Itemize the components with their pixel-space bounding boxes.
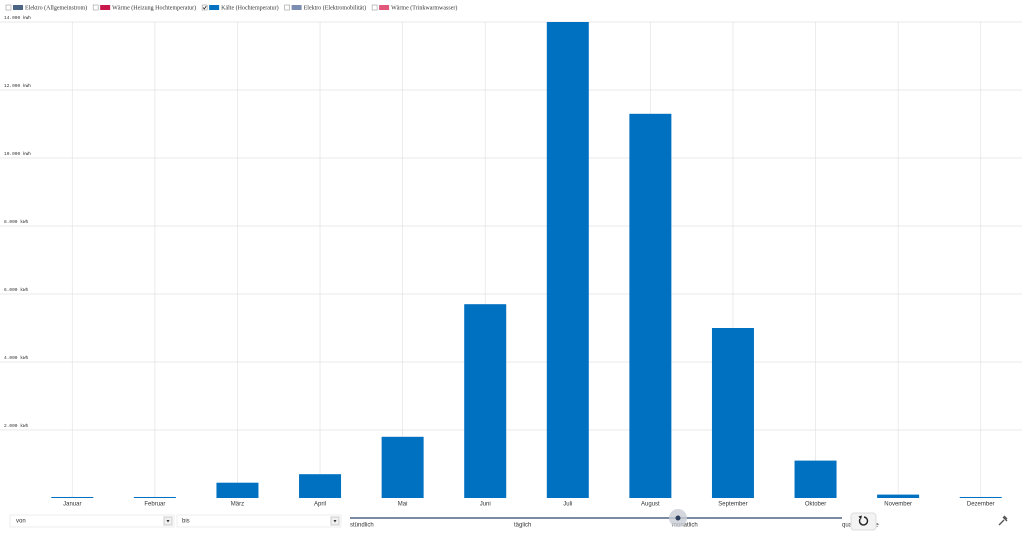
x-tick-label: Juni [480, 502, 491, 508]
x-tick-label: September [718, 502, 747, 508]
legend-swatch [13, 5, 23, 10]
y-tick-label: 6.000 kWh [4, 287, 29, 293]
x-tick-label: Dezember [967, 502, 995, 508]
bar [464, 304, 507, 498]
y-tick-label: 10.000 kWh [4, 151, 31, 157]
bar [711, 328, 754, 498]
legend-checkbox[interactable] [92, 4, 99, 11]
y-tick-label: 8.000 kWh [4, 219, 29, 225]
bar [959, 496, 1002, 498]
slider-label: monatlich [672, 523, 698, 529]
bar [133, 496, 176, 498]
legend-swatch [291, 5, 302, 10]
legend-swatch [100, 5, 111, 10]
slider-label: täglich [514, 523, 531, 529]
reset-icon [858, 516, 869, 526]
x-tick-label: August [641, 502, 660, 508]
legend-checkbox[interactable] [201, 4, 208, 11]
bar [381, 436, 424, 498]
bar [877, 494, 920, 498]
checkmark [202, 5, 207, 10]
reset-icon-arrow [858, 515, 862, 520]
legend-checkbox[interactable] [371, 4, 378, 11]
from-placeholder: von [16, 519, 26, 525]
legend-checkbox[interactable] [5, 4, 12, 11]
bar [51, 496, 94, 498]
legend-swatch [379, 5, 390, 10]
x-tick-label: Januar [63, 502, 81, 508]
x-tick-label: Oktober [805, 502, 826, 508]
x-tick-label: April [314, 502, 326, 508]
legend-label: Kälte (Hochtemperatur) [221, 4, 278, 11]
bar [629, 113, 672, 499]
bar [794, 460, 837, 498]
y-tick-label: 12.000 kWh [4, 83, 31, 89]
legend-checkbox[interactable] [284, 4, 290, 11]
legend-label: Elektro (Allgemeinstrom) [25, 4, 87, 11]
bar [299, 474, 342, 498]
x-tick-label: März [231, 502, 244, 508]
x-tick-label: Mai [398, 502, 408, 508]
reset-button[interactable] [850, 512, 877, 531]
dropdown-arrow [333, 520, 337, 523]
pipette-icon[interactable] [998, 515, 1008, 526]
y-tick-label: 14.000 kWh [4, 15, 31, 21]
legend-label: Elektro (Elektromobilität) [304, 4, 366, 11]
legend-label: Wärme (Trinkwarmwasser) [391, 4, 457, 11]
legend-label: Wärme (Heizung Hochtemperatur) [112, 4, 196, 11]
controls: von bis stündlichtäglichmonatlichquartal… [9, 509, 1008, 531]
x-tick-label: Februar [144, 502, 165, 508]
y-tick-label: 4.000 kWh [4, 355, 29, 361]
bar [546, 22, 589, 498]
y-tick-label: 2.000 kWh [4, 423, 29, 429]
to-select[interactable] [176, 514, 342, 528]
slider-thumb[interactable] [675, 515, 681, 521]
to-placeholder: bis [182, 519, 190, 525]
x-tick-label: Juli [563, 502, 572, 508]
slider-label: stündlich [350, 523, 374, 529]
legend-swatch [209, 5, 220, 10]
dropdown-arrow [166, 520, 170, 523]
x-tick-label: November [884, 502, 912, 508]
from-select[interactable] [9, 514, 175, 528]
bar [216, 482, 259, 498]
